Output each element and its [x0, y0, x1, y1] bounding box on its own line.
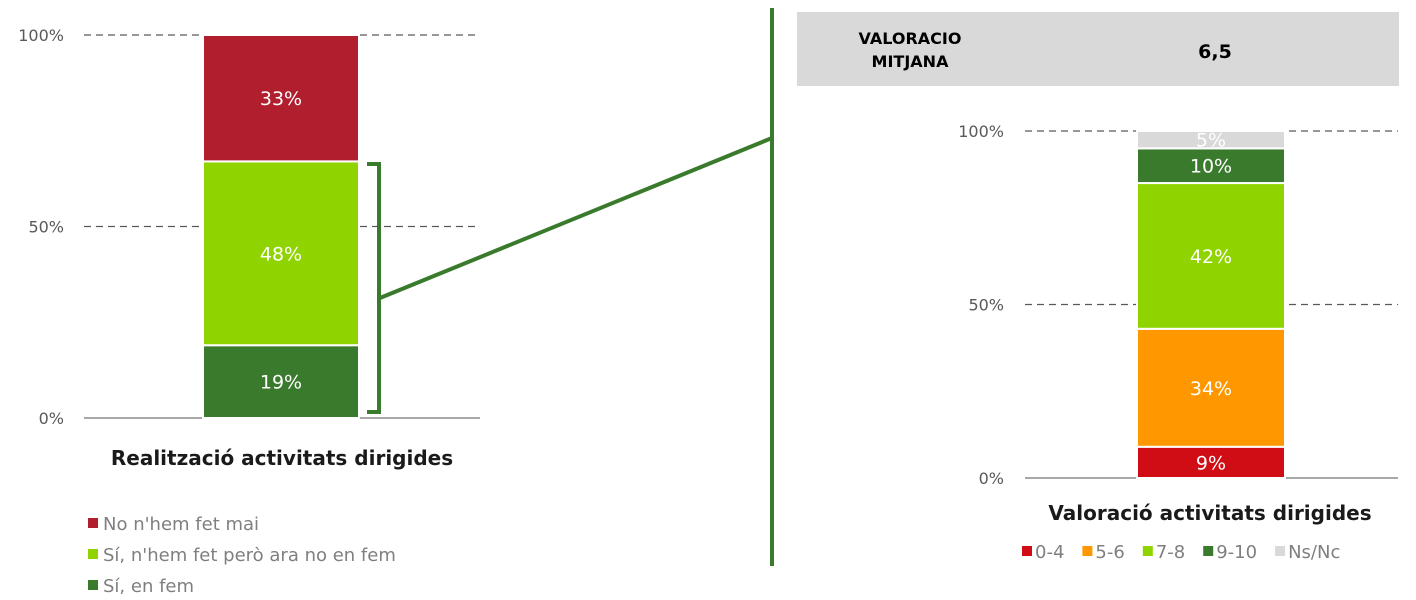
data-label: 19%	[260, 372, 302, 394]
legend-swatch	[1022, 546, 1032, 556]
legend-label: 5-6	[1095, 542, 1124, 563]
chart1-legend: No n'hem fet mai Sí, n'hem fet però ara n…	[88, 514, 396, 597]
y-tick-label: 100%	[958, 122, 1004, 141]
valoracio-box	[797, 12, 1399, 86]
bar-segment	[1136, 327, 1286, 448]
legend-swatch	[1142, 546, 1153, 556]
bar-segment	[1136, 147, 1286, 185]
data-label: 10%	[1190, 156, 1232, 178]
legend-label: Sí, n'hem fet però ara no en fem	[103, 545, 396, 566]
data-label: 48%	[260, 243, 302, 265]
legend-label: 0-4	[1035, 542, 1064, 563]
legend-swatch	[88, 518, 98, 528]
chart1-plot: 0% 50% 100% 19% 48% 33%	[18, 26, 480, 428]
legend-swatch	[88, 549, 98, 559]
data-label: 9%	[1196, 452, 1226, 474]
y-tick-label: 50%	[28, 218, 64, 237]
bar-segment	[202, 344, 360, 420]
valoracio-label-line1: VALORACIO	[859, 29, 962, 48]
y-tick-label: 100%	[18, 26, 64, 45]
legend-label: No n'hem fet mai	[103, 514, 259, 535]
legend-label: Ns/Nc	[1288, 542, 1340, 563]
chart1-title: Realització activitats dirigides	[111, 446, 453, 470]
bar-segment	[202, 34, 360, 163]
legend-swatch	[88, 580, 98, 590]
legend-label: 7-8	[1156, 542, 1185, 563]
bar-segment	[1136, 182, 1286, 330]
y-tick-label: 0%	[39, 409, 64, 428]
data-label: 5%	[1196, 130, 1226, 152]
data-label: 42%	[1190, 246, 1232, 268]
chart2-title: Valoració activitats dirigides	[1048, 501, 1371, 525]
legend-swatch	[1203, 546, 1214, 556]
legend-swatch	[1275, 546, 1286, 556]
chart2-plot: 0% 50% 100% 9% 34% 42% 10% 5%	[958, 122, 1398, 488]
legend-label: Sí, en fem	[103, 576, 194, 597]
legend-label: 9-10	[1216, 542, 1257, 563]
data-label: 33%	[260, 88, 302, 110]
data-label: 34%	[1190, 378, 1232, 400]
chart2-legend: 0-4 5-6 7-8 9-10 Ns/Nc	[1022, 542, 1340, 563]
bar-segment	[1136, 130, 1286, 150]
valoracio-label-line2: MITJANA	[872, 52, 950, 71]
bracket	[367, 162, 381, 414]
bar-segment	[202, 160, 360, 347]
valoracio-value: 6,5	[1198, 41, 1232, 63]
y-tick-label: 0%	[979, 469, 1004, 488]
connector-line	[379, 136, 773, 300]
legend-swatch	[1082, 546, 1093, 556]
y-tick-label: 50%	[968, 296, 1004, 315]
